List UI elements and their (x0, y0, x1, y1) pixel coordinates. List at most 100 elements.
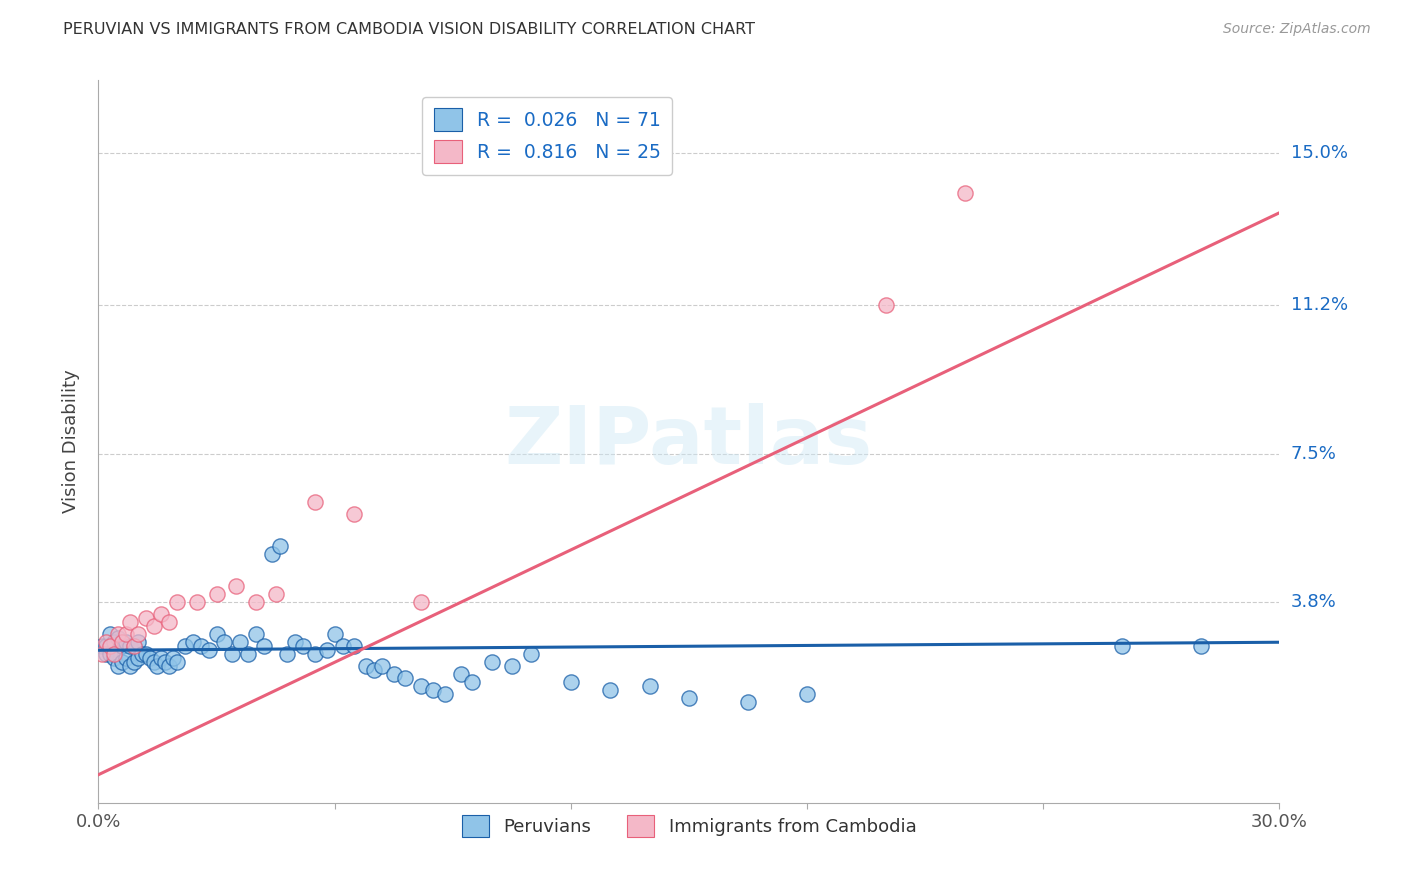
Text: PERUVIAN VS IMMIGRANTS FROM CAMBODIA VISION DISABILITY CORRELATION CHART: PERUVIAN VS IMMIGRANTS FROM CAMBODIA VIS… (63, 22, 755, 37)
Point (304, 648, 326, 662)
Point (315, 643, 337, 657)
Point (292, 639, 315, 653)
Point (118, 659, 141, 673)
Point (205, 627, 228, 641)
Point (157, 659, 180, 673)
Point (284, 635, 307, 649)
Point (115, 627, 138, 641)
Point (1111, 639, 1133, 653)
Point (162, 651, 184, 665)
Point (236, 648, 259, 662)
Point (166, 655, 188, 669)
Point (343, 639, 366, 653)
Point (253, 639, 276, 653)
Point (323, 627, 346, 641)
Text: 7.5%: 7.5% (1291, 444, 1337, 463)
Point (354, 659, 377, 673)
Point (599, 683, 621, 698)
Point (150, 651, 173, 665)
Point (304, 494, 326, 508)
Point (107, 632, 129, 646)
Point (422, 683, 444, 698)
Point (260, 547, 283, 561)
Point (560, 675, 582, 690)
Point (332, 639, 354, 653)
Point (411, 595, 433, 609)
Point (433, 687, 456, 701)
Point (953, 186, 976, 200)
Point (150, 607, 173, 622)
Point (245, 627, 267, 641)
Point (245, 595, 267, 609)
Point (501, 659, 523, 673)
Point (103, 651, 125, 665)
Point (205, 587, 228, 601)
Point (98, 648, 121, 662)
Point (122, 639, 145, 653)
Point (276, 648, 298, 662)
Point (181, 635, 204, 649)
Point (157, 615, 180, 630)
Text: 15.0%: 15.0% (1291, 144, 1347, 161)
Point (214, 635, 236, 649)
Point (520, 648, 543, 662)
Point (98, 627, 121, 641)
Point (131, 648, 153, 662)
Legend: Peruvians, Immigrants from Cambodia: Peruvians, Immigrants from Cambodia (454, 808, 924, 845)
Point (394, 672, 416, 686)
Point (111, 639, 134, 653)
Point (135, 611, 157, 625)
Point (450, 667, 472, 681)
Point (118, 639, 141, 653)
Text: 3.8%: 3.8% (1291, 593, 1336, 611)
Point (127, 627, 149, 641)
Point (382, 667, 405, 681)
Point (142, 655, 165, 669)
Point (103, 648, 125, 662)
Point (91, 639, 114, 653)
Point (225, 579, 247, 593)
Point (115, 651, 138, 665)
Point (146, 659, 169, 673)
Point (481, 655, 503, 669)
Point (115, 635, 138, 649)
Point (96, 635, 118, 649)
Point (103, 635, 125, 649)
Point (166, 595, 188, 609)
Point (363, 664, 385, 678)
Point (461, 675, 484, 690)
Point (875, 298, 897, 312)
Point (96, 648, 118, 662)
Point (122, 655, 145, 669)
Point (138, 651, 160, 665)
Point (107, 659, 129, 673)
Point (98, 639, 121, 653)
Text: ZIPatlas: ZIPatlas (505, 402, 873, 481)
Point (142, 619, 165, 633)
Point (174, 639, 197, 653)
Y-axis label: Vision Disability: Vision Disability (62, 369, 80, 514)
Point (638, 680, 661, 694)
Point (91, 648, 114, 662)
Text: Source: ZipAtlas.com: Source: ZipAtlas.com (1223, 22, 1371, 37)
Point (264, 587, 287, 601)
Point (122, 639, 145, 653)
Point (221, 648, 243, 662)
Point (111, 635, 134, 649)
Point (155, 655, 177, 669)
Point (118, 615, 141, 630)
Point (127, 651, 149, 665)
Point (190, 639, 212, 653)
Text: 11.2%: 11.2% (1291, 296, 1348, 314)
Point (796, 687, 818, 701)
Point (1189, 639, 1212, 653)
Point (96, 639, 118, 653)
Point (127, 635, 149, 649)
Point (269, 539, 291, 553)
Point (186, 595, 208, 609)
Point (343, 507, 366, 521)
Point (111, 655, 134, 669)
Point (229, 635, 252, 649)
Point (411, 680, 433, 694)
Point (107, 627, 129, 641)
